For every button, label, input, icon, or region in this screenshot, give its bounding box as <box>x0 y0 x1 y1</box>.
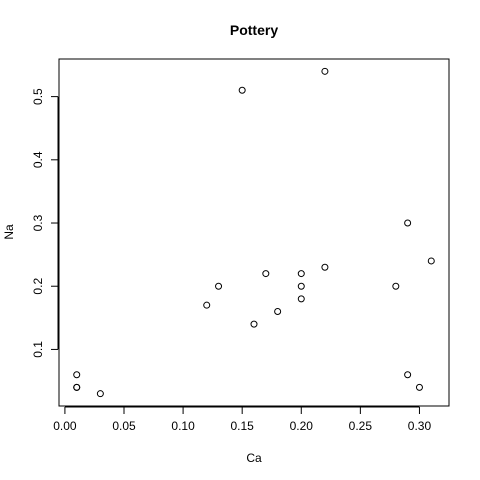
data-point <box>215 282 223 290</box>
x-tick-label: 0.00 <box>53 419 77 433</box>
y-axis-label: Na <box>2 224 16 240</box>
data-point <box>297 295 305 303</box>
y-tick-label: 0.3 <box>31 214 45 231</box>
x-axis-label: Ca <box>246 451 262 465</box>
data-point <box>404 219 412 227</box>
data-point <box>392 282 400 290</box>
data-point <box>203 301 211 309</box>
data-point <box>321 67 329 75</box>
x-tick-label: 0.15 <box>231 419 255 433</box>
data-point <box>427 257 435 265</box>
data-point <box>238 86 246 94</box>
data-point <box>73 383 81 391</box>
y-axis: 0.1 0.2 0.3 0.4 0.5 <box>31 88 59 358</box>
data-point <box>404 371 412 379</box>
data-point <box>415 383 423 391</box>
plot-area-border <box>58 58 450 407</box>
data-point <box>73 371 81 379</box>
x-tick-label: 0.25 <box>349 419 373 433</box>
y-tick-label: 0.4 <box>31 151 45 168</box>
y-tick-label: 0.1 <box>31 341 45 358</box>
data-point <box>321 263 329 271</box>
x-tick-label: 0.20 <box>290 419 314 433</box>
data-point <box>250 320 258 328</box>
data-point <box>96 390 104 398</box>
data-point <box>274 308 282 316</box>
data-point <box>297 282 305 290</box>
x-tick-label: 0.05 <box>112 419 136 433</box>
x-axis: 0.00 0.05 0.10 0.15 0.20 0.25 0.30 <box>53 406 432 433</box>
chart-title: Pottery <box>230 22 278 38</box>
data-points <box>73 67 435 398</box>
y-tick-label: 0.5 <box>31 88 45 105</box>
x-tick-label: 0.10 <box>171 419 195 433</box>
data-point <box>297 270 305 278</box>
data-point <box>262 270 270 278</box>
x-tick-label: 0.30 <box>408 419 432 433</box>
y-tick-label: 0.2 <box>31 278 45 295</box>
